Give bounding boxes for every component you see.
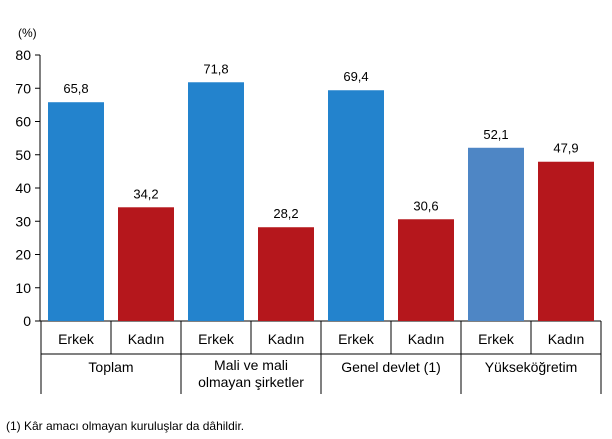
footnote: (1) Kâr amacı olmayan kuruluşlar da dâhi… <box>6 419 245 433</box>
x-category-label: Kadın <box>268 331 305 347</box>
bar <box>328 90 384 322</box>
x-category-label: Erkek <box>338 331 375 347</box>
bar <box>398 219 454 321</box>
x-category-label: Erkek <box>478 331 515 347</box>
y-tick-label: 0 <box>23 313 31 329</box>
y-tick-label: 10 <box>15 280 31 296</box>
bar <box>258 227 314 321</box>
x-category-label: Kadın <box>548 331 585 347</box>
y-tick-label: 50 <box>15 147 31 163</box>
x-group-label: Mali ve mali <box>214 357 288 373</box>
y-tick-label: 20 <box>15 247 31 263</box>
bar-value-label: 34,2 <box>133 186 158 201</box>
bar <box>118 207 174 321</box>
bar-value-label: 69,4 <box>343 69 368 84</box>
bar-value-label: 71,8 <box>203 61 228 76</box>
bar <box>538 161 594 321</box>
bar <box>48 102 104 321</box>
x-category-label: Kadın <box>128 331 165 347</box>
x-group-label: Genel devlet (1) <box>341 359 441 375</box>
y-tick-label: 30 <box>15 213 31 229</box>
x-group-label: Toplam <box>88 359 133 375</box>
y-tick-label: 60 <box>15 114 31 130</box>
bar-value-label: 28,2 <box>273 206 298 221</box>
x-group-label: Yükseköğretim <box>485 359 578 375</box>
bar-value-label: 47,9 <box>553 141 578 156</box>
bar-value-label: 65,8 <box>63 81 88 96</box>
bar-value-label: 52,1 <box>483 127 508 142</box>
bar-value-label: 30,6 <box>413 198 438 213</box>
y-tick-label: 40 <box>15 180 31 196</box>
x-category-label: Erkek <box>58 331 95 347</box>
x-category-label: Kadın <box>408 331 445 347</box>
y-tick-label: 70 <box>15 80 31 96</box>
x-group-label: olmayan şirketler <box>198 374 304 390</box>
bar <box>188 82 244 321</box>
bar <box>468 147 524 321</box>
y-axis-unit-label: (%) <box>18 26 37 40</box>
x-category-label: Erkek <box>198 331 235 347</box>
y-tick-label: 80 <box>15 47 31 63</box>
